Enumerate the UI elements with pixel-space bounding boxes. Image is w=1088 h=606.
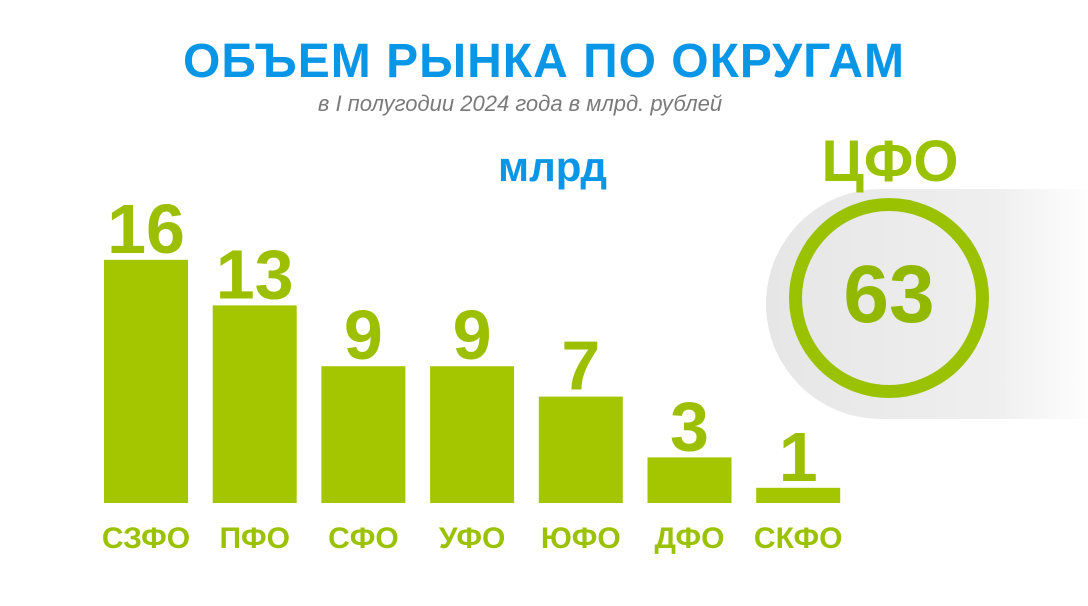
bar-value-label: 3 — [670, 387, 709, 465]
bar-value-label: 16 — [107, 190, 185, 268]
bar-value-label: 7 — [561, 327, 600, 405]
category-label: СЗФО — [102, 522, 190, 555]
bar-value-label: 1 — [779, 418, 818, 496]
bar-value-label: 9 — [344, 296, 383, 374]
bar-3 — [321, 366, 406, 503]
chart-title: ОБЪЕМ РЫНКА ПО ОКРУГАМ — [183, 35, 905, 88]
category-label: ПФО — [219, 522, 290, 555]
category-label: ДФО — [655, 522, 725, 555]
category-label: СФО — [328, 522, 399, 555]
category-label: УФО — [439, 522, 505, 555]
callout-value: 63 — [843, 249, 935, 340]
callout-label: ЦФО — [821, 129, 959, 194]
bar-2 — [212, 305, 297, 503]
bar-5 — [538, 396, 623, 503]
unit-label: млрд — [498, 143, 608, 190]
bar-4 — [430, 366, 515, 503]
bar-value-label: 13 — [216, 235, 294, 313]
chart-subtitle: в I полугодии 2024 года в млрд. рублей — [317, 91, 723, 116]
bar-1 — [104, 259, 188, 503]
bar-6 — [647, 457, 732, 503]
category-label: СКФО — [754, 522, 843, 555]
bar-value-label: 9 — [453, 296, 492, 374]
category-label: ЮФО — [541, 522, 621, 555]
bar-7 — [756, 487, 841, 503]
